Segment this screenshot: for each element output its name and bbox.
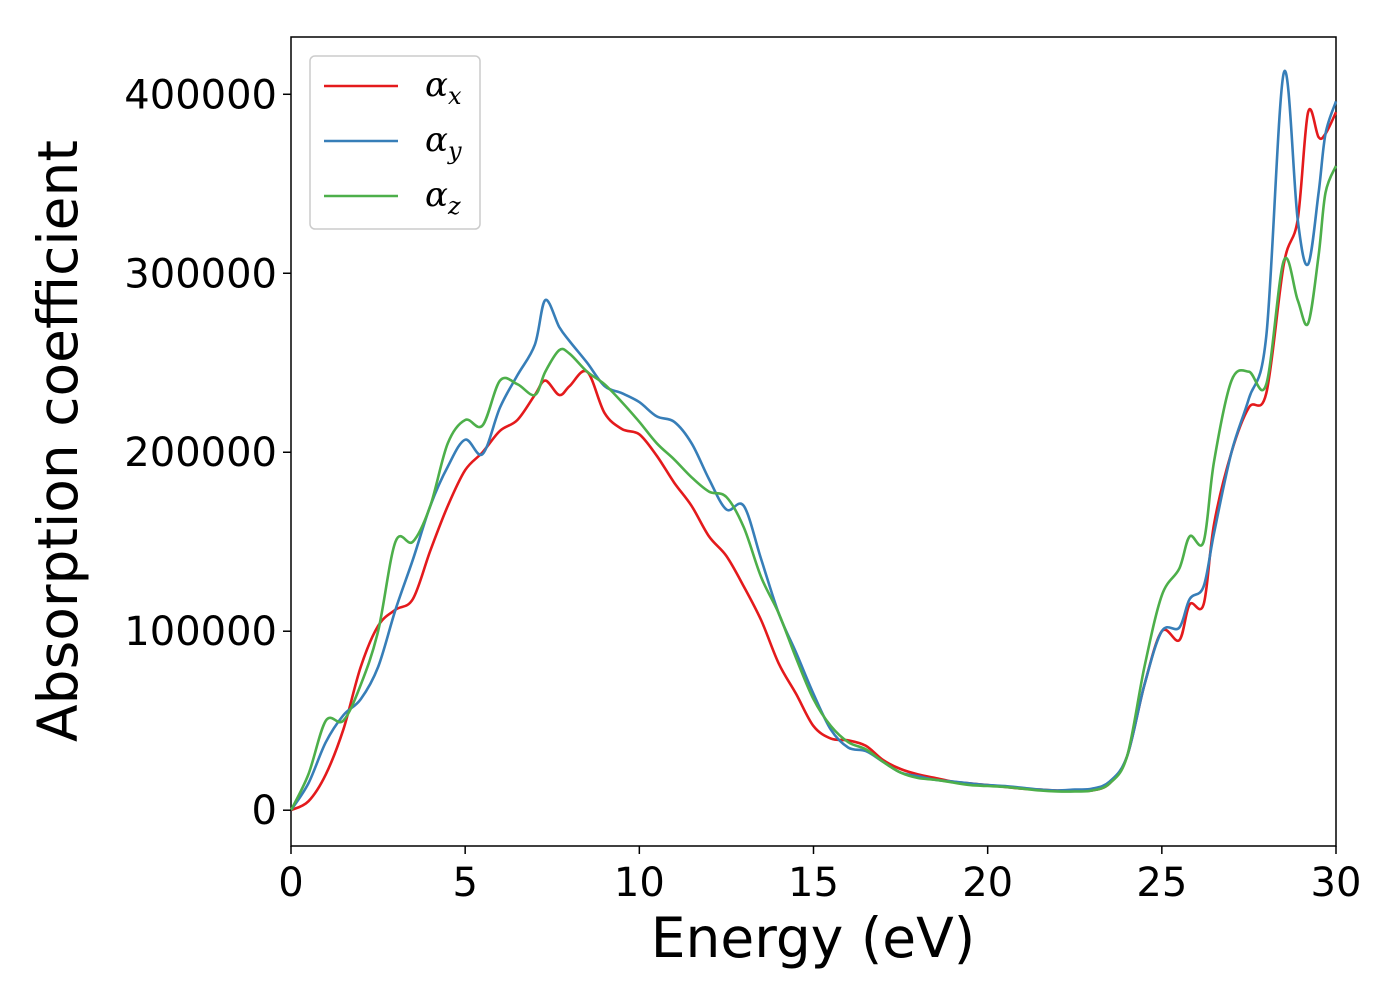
legend-label-x: αx — [425, 65, 462, 110]
x-tick-label: 5 — [452, 860, 477, 906]
x-tick-label: 25 — [1136, 860, 1187, 906]
y-tick-label: 300000 — [124, 251, 277, 297]
x-tick-label: 20 — [962, 860, 1013, 906]
y-tick-label: 0 — [252, 788, 277, 834]
legend-label-y: αy — [425, 120, 462, 165]
x-axis: 0 5 10 15 20 25 30 — [278, 846, 1361, 906]
series-line-z — [289, 165, 1338, 811]
y-axis-title: Absorption coefficient — [26, 140, 90, 742]
x-tick-label: 30 — [1311, 860, 1362, 906]
y-axis: 0 100000 200000 300000 400000 — [124, 72, 291, 834]
series-layer — [289, 69, 1338, 812]
series-line-y — [289, 69, 1338, 811]
y-tick-label: 200000 — [124, 430, 277, 476]
x-tick-label: 0 — [278, 860, 303, 906]
y-tick-label: 100000 — [124, 609, 277, 655]
x-tick-label: 10 — [614, 860, 665, 906]
y-tick-label: 400000 — [124, 72, 277, 118]
legend-box — [309, 55, 481, 230]
x-axis-title: Energy (eV) — [651, 906, 975, 970]
x-tick-label: 15 — [788, 860, 839, 906]
